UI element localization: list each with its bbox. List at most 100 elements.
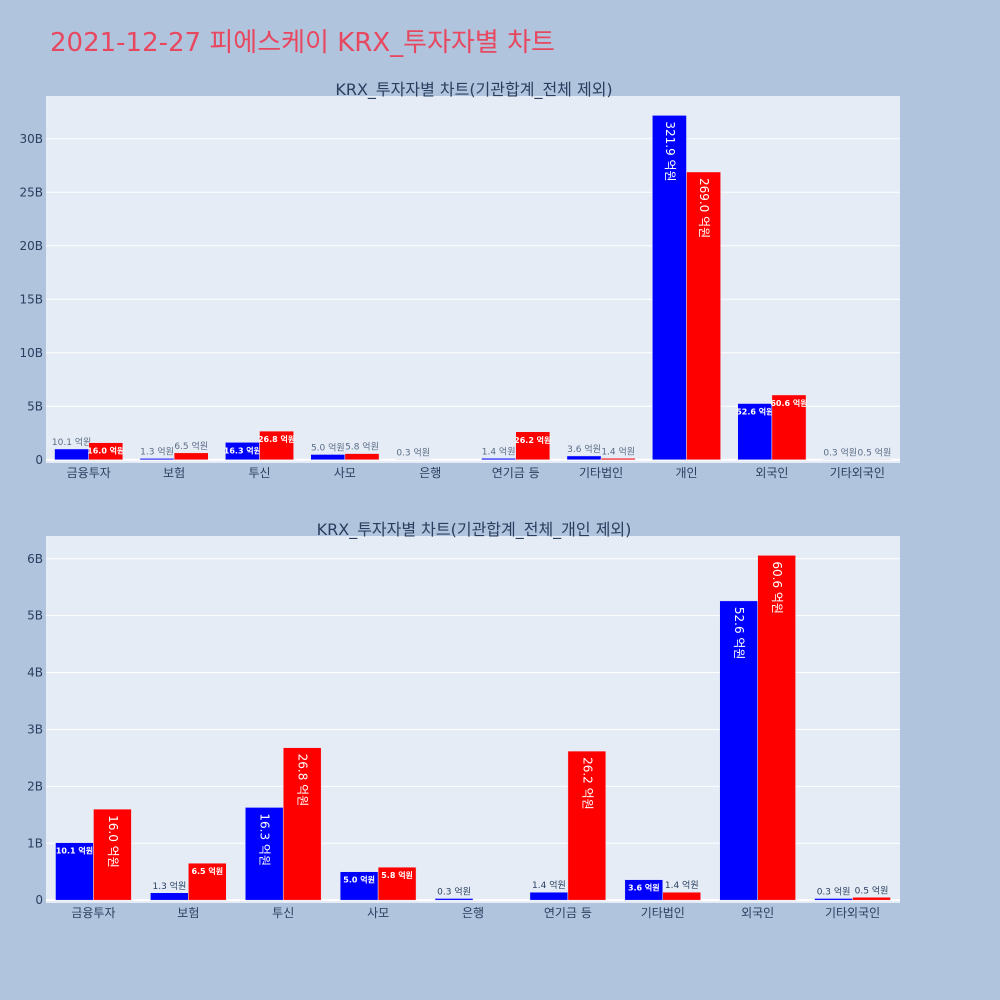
bar — [757, 555, 796, 901]
data-label: 5.0 억원 — [343, 875, 375, 885]
bar — [652, 115, 687, 461]
data-label: 10.1 억원 — [56, 846, 93, 856]
bar — [515, 431, 551, 461]
bar — [600, 458, 636, 461]
y-tick-label: 1B — [27, 836, 43, 850]
x-tick-label: 기타외국인 — [825, 906, 880, 920]
data-label: 321.9 억원 — [663, 121, 677, 181]
bar — [54, 448, 89, 461]
data-label: 26.8 억원 — [296, 754, 310, 807]
bar — [377, 866, 417, 901]
y-tick-label: 2B — [27, 779, 43, 793]
bar — [852, 897, 891, 901]
data-label: 1.4 억원 — [665, 879, 699, 891]
bar — [93, 808, 132, 901]
x-tick-label: 은행 — [462, 905, 484, 920]
y-tick-label: 4B — [27, 666, 43, 680]
bar — [481, 458, 516, 461]
y-tick-label: 30B — [19, 132, 43, 146]
data-label: 1.3 억원 — [152, 880, 186, 892]
data-label: 60.6 억원 — [770, 561, 784, 614]
bar — [245, 807, 284, 901]
bar — [662, 891, 701, 901]
bar — [567, 750, 607, 901]
data-label: 52.6 억원 — [732, 607, 746, 660]
x-tick-label: 기타외국인 — [830, 466, 885, 480]
data-label: 3.6 억원 — [567, 443, 601, 455]
x-tick-label: 금융투자 — [67, 466, 111, 480]
data-label: 10.1 억원 — [52, 436, 91, 448]
x-tick-label: 외국인 — [741, 906, 774, 920]
page-title: 2021-12-27 피에스케이 KRX_투자자별 차트 — [50, 28, 555, 58]
data-label: 0.3 억원 — [823, 446, 857, 458]
data-label: 5.0 억원 — [311, 441, 345, 453]
x-tick-label: 보험 — [177, 906, 199, 920]
bar — [188, 862, 227, 901]
data-label: 269.0 억원 — [697, 178, 711, 238]
bar — [282, 747, 322, 901]
bar — [566, 455, 602, 461]
x-tick-label: 투신 — [272, 906, 294, 920]
data-label: 26.8 억원 — [258, 434, 295, 444]
y-tick-label: 0 — [35, 453, 43, 467]
data-label: 16.3 억원 — [258, 813, 272, 866]
y-tick-label: 10B — [19, 346, 43, 360]
bar — [719, 600, 758, 901]
bar — [857, 459, 892, 461]
bar — [150, 892, 189, 901]
y-tick-label: 6B — [27, 552, 43, 566]
data-label: 0.3 억원 — [817, 885, 851, 897]
bar — [814, 898, 853, 901]
x-tick-label: 개인 — [675, 466, 697, 480]
x-tick-label: 사모 — [334, 466, 356, 480]
chart-panel-2: KRX_투자자별 차트(기관합계_전체_개인 제외) 0 1B 2B 3B 4B 5B 6B… — [27, 520, 900, 920]
data-label: 0.5 억원 — [855, 884, 889, 896]
bar — [139, 458, 175, 461]
x-tick-label: 기타법인 — [641, 906, 685, 920]
bar — [88, 442, 124, 461]
data-label: 1.4 억원 — [601, 445, 635, 457]
bar — [55, 842, 94, 901]
plot-area — [46, 96, 900, 463]
chart-2-title: KRX_투자자별 차트(기관합계_전체_개인 제외) — [317, 520, 632, 540]
data-label: 0.3 억원 — [396, 446, 430, 458]
bar — [310, 454, 346, 461]
y-tick-label: 15B — [19, 292, 43, 306]
y-tick-label: 5B — [27, 399, 43, 413]
data-label: 26.2 억원 — [580, 757, 594, 810]
bar — [737, 403, 773, 461]
bar — [434, 898, 474, 901]
x-tick-label: 금융투자 — [71, 906, 115, 920]
x-tick-label: 외국인 — [755, 466, 788, 480]
y-tick-label: 3B — [27, 722, 43, 736]
y-tick-label: 20B — [19, 239, 43, 253]
x-tick-label: 연기금 등 — [544, 906, 592, 920]
y-tick-label: 25B — [19, 185, 43, 199]
data-label: 0.5 억원 — [858, 446, 892, 458]
data-label: 16.3 억원 — [224, 445, 261, 455]
y-tick-label: 0 — [35, 893, 43, 907]
data-label: 60.6 억원 — [770, 398, 807, 408]
chart-1-title: KRX_투자자별 차트(기관합계_전체 제외) — [335, 80, 612, 100]
data-label: 26.2 억원 — [514, 435, 551, 445]
data-label: 16.0 억원 — [106, 815, 120, 868]
x-tick-label: 연기금 등 — [492, 466, 540, 480]
data-label: 1.3 억원 — [140, 445, 174, 457]
bar — [173, 452, 209, 461]
x-tick-label: 은행 — [419, 465, 441, 480]
bar — [624, 879, 664, 901]
bar — [259, 430, 294, 461]
bar — [529, 891, 569, 901]
data-label: 5.8 억원 — [381, 870, 413, 880]
data-label: 5.8 억원 — [345, 441, 379, 453]
chart-panel-1: KRX_투자자별 차트(기관합계_전체 제외) 0 5B 10B 15B 20B 25B 3… — [19, 80, 900, 480]
data-label: 1.4 억원 — [532, 879, 566, 891]
bar — [344, 453, 380, 461]
data-label: 6.5 억원 — [174, 440, 208, 452]
data-label: 3.6 억원 — [628, 883, 660, 893]
data-label: 16.0 억원 — [87, 446, 124, 456]
data-label: 1.4 억원 — [482, 445, 516, 457]
x-tick-label: 투신 — [248, 466, 270, 480]
bar — [686, 171, 721, 461]
